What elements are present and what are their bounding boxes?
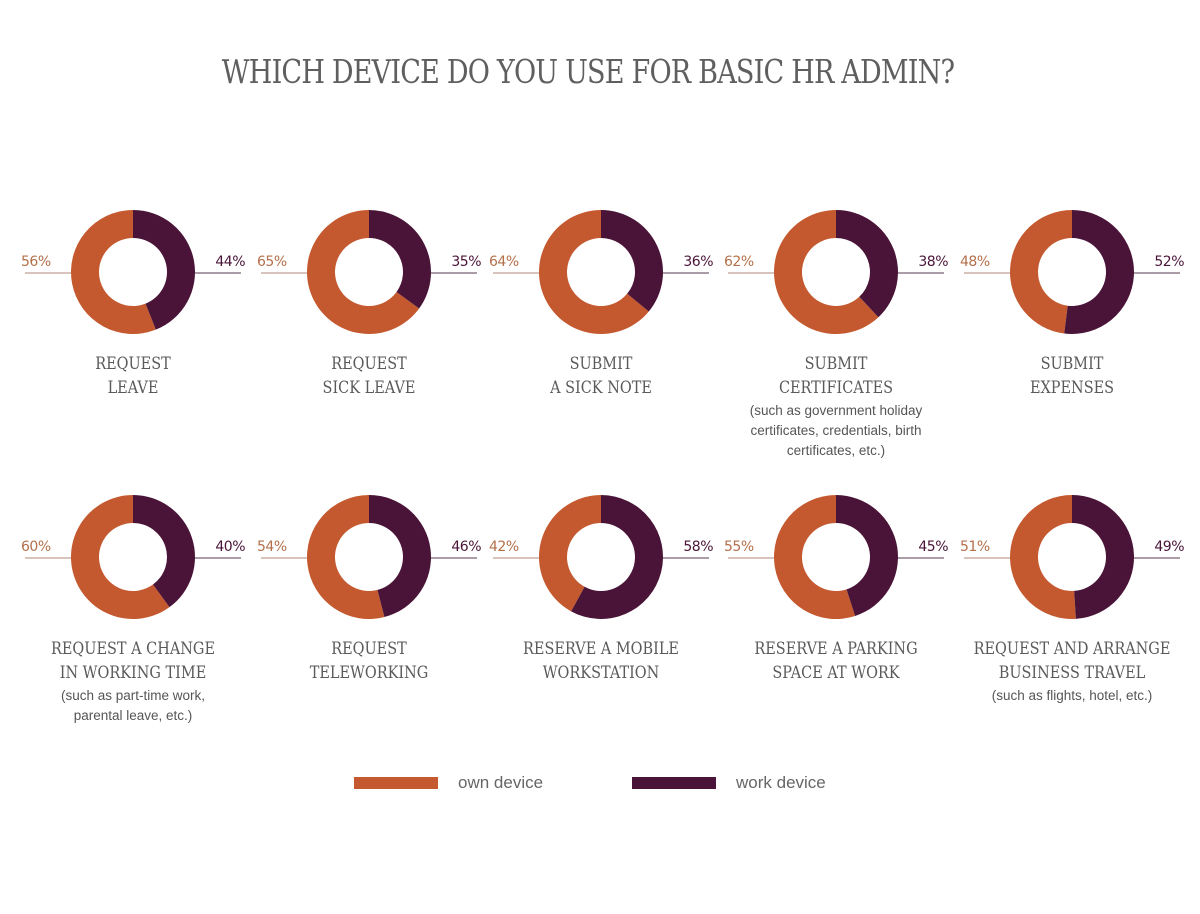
chart-label: REQUEST SICK LEAVE [251,352,487,400]
chart-label-line: WORKSTATION [542,663,660,683]
legend-label: work device [736,773,826,792]
chart-label: REQUEST TELEWORKING [251,637,487,685]
donut-graphic [493,495,709,619]
chart-label: REQUEST A CHANGE IN WORKING TIME (such as … [15,637,251,726]
work-device-segment [133,495,195,608]
own-device-percent: 62% [724,254,754,270]
own-device-segment [774,495,856,619]
chart-label-line: SUBMIT [804,354,868,374]
chart-sublabel: (such as government holiday certificates… [749,403,923,458]
work-device-segment [601,210,663,312]
donut-graphic [261,495,477,619]
own-device-percent: 60% [21,539,51,555]
own-device-segment [1010,210,1072,334]
chart-label-line: SPACE AT WORK [772,663,900,683]
work-device-segment [836,210,898,318]
donut-graphic [728,210,944,334]
chart-label-line: BUSINESS TRAVEL [998,663,1146,683]
chart-label-line: LEAVE [107,378,159,398]
work-device-segment [1072,495,1134,619]
chart-title: WHICH DEVICE DO YOU USE FOR BASIC HR ADM… [221,52,955,91]
own-device-segment [774,210,879,334]
work-device-segment [369,210,431,309]
chart-sublabel: (such as flights, hotel, etc.) [991,688,1153,703]
own-device-segment [539,210,649,334]
donut-wrap: 56% 44% [15,210,251,340]
donut-graphic [964,495,1180,619]
chart-sublabel: (such as part-time work, parental leave,… [60,688,206,723]
donut-wrap: 51% 49% [954,495,1190,625]
donut-wrap: 42% 58% [483,495,719,625]
chart-label-line: REQUEST [331,639,407,659]
own-device-percent: 65% [257,254,287,270]
work-device-swatch [632,777,716,789]
chart-label: RESERVE A PARKING SPACE AT WORK [718,637,954,685]
own-device-swatch [354,777,438,789]
work-device-percent: 36% [683,254,713,270]
chart-label-line: EXPENSES [1029,378,1115,398]
chart-label-line: IN WORKING TIME [59,663,207,683]
chart-label-line: REQUEST AND ARRANGE [973,639,1171,659]
chart-label-line: REQUEST [95,354,171,374]
chart-label-line: RESERVE A MOBILE [523,639,679,659]
own-device-percent: 55% [724,539,754,555]
chart-label: REQUEST LEAVE [15,352,251,400]
donut-graphic [25,210,241,334]
donut-graphic [493,210,709,334]
own-device-percent: 64% [489,254,519,270]
work-device-percent: 52% [1154,254,1184,270]
work-device-percent: 40% [215,539,245,555]
work-device-segment [1064,210,1134,334]
work-device-percent: 38% [918,254,948,270]
own-device-segment [70,210,156,334]
chart-label-line: A SICK NOTE [550,378,652,398]
work-device-segment [571,495,663,619]
chart-label: RESERVE A MOBILE WORKSTATION [483,637,719,685]
chart-label-line: SICK LEAVE [322,378,416,398]
donut-wrap: 48% 52% [954,210,1190,340]
own-device-segment [70,495,170,619]
chart-label: REQUEST AND ARRANGE BUSINESS TRAVEL (such … [954,637,1190,706]
work-device-percent: 49% [1154,539,1184,555]
chart-label: SUBMIT EXPENSES [954,352,1190,400]
legend-label: own device [458,773,544,792]
work-device-percent: 58% [683,539,713,555]
chart-label-line: RESERVE A PARKING [754,639,918,659]
chart-label-line: TELEWORKING [309,663,429,683]
own-device-percent: 51% [960,539,990,555]
chart-label: SUBMIT A SICK NOTE [483,352,719,400]
work-device-segment [369,495,431,618]
donut-graphic [728,495,944,619]
work-device-percent: 35% [451,254,481,270]
work-device-percent: 46% [451,539,481,555]
own-device-segment [307,495,385,619]
own-device-percent: 54% [257,539,287,555]
donut-graphic [261,210,477,334]
work-device-segment [836,495,898,616]
chart-label-line: REQUEST [331,354,407,374]
donut-wrap: 60% 40% [15,495,251,625]
own-device-segment [1009,495,1076,619]
chart-label-line: SUBMIT [1040,354,1104,374]
donut-graphic [964,210,1180,334]
own-device-percent: 56% [21,254,51,270]
chart-label-line: REQUEST A CHANGE [51,639,215,659]
work-device-percent: 45% [918,539,948,555]
own-device-percent: 48% [960,254,990,270]
own-device-segment [307,210,420,334]
chart-label-line: CERTIFICATES [778,378,894,398]
donut-wrap: 55% 45% [718,495,954,625]
donut-wrap: 62% 38% [718,210,954,340]
chart-label-line: SUBMIT [569,354,633,374]
chart-label: SUBMIT CERTIFICATES (such as government ho… [718,352,954,461]
work-device-percent: 44% [215,254,245,270]
donut-wrap: 54% 46% [251,495,487,625]
own-device-segment [539,495,601,612]
work-device-segment [133,210,195,330]
donut-graphic [25,495,241,619]
donut-wrap: 64% 36% [483,210,719,340]
own-device-percent: 42% [489,539,519,555]
donut-wrap: 65% 35% [251,210,487,340]
